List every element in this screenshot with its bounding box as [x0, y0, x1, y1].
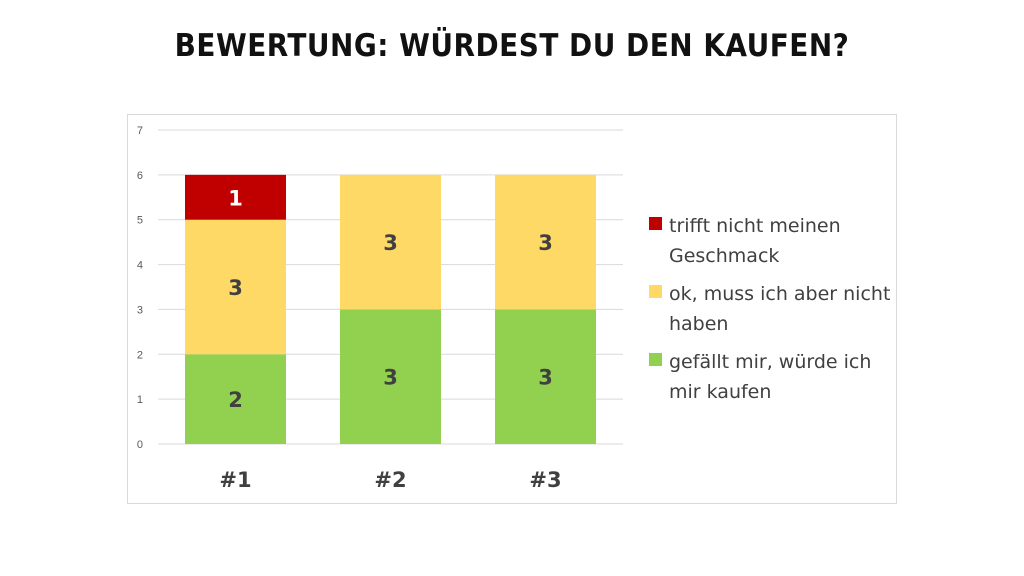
chart-area: 0 1 2 3 4 5 6 7 2 3 1 #1 3 3 #2 3 3 #3: [127, 114, 897, 504]
y-tick-label-5: 5: [137, 215, 143, 227]
data-label: 3: [538, 366, 553, 390]
bar-segment: [495, 174, 596, 310]
chart-legend: trifft nicht meinen Geschmack ok, muss i…: [649, 211, 899, 415]
bar-segment: [185, 354, 286, 444]
legend-label-red: trifft nicht meinen Geschmack: [669, 215, 841, 267]
y-tick-label-1: 1: [137, 394, 143, 406]
legend-item-red: trifft nicht meinen Geschmack: [649, 211, 899, 271]
legend-label-green: gefällt mir, würde ich mir kaufen: [669, 351, 872, 403]
chart-title: BEWERTUNG: WÜRDEST DU DEN KAUFEN?: [174, 28, 850, 64]
y-tick-label-0: 0: [137, 439, 143, 451]
bar-segment: [340, 174, 441, 310]
legend-item-green: gefällt mir, würde ich mir kaufen: [649, 347, 899, 407]
stacked-bar-chart: 0 1 2 3 4 5 6 7 2 3 1 #1 3 3 #2 3 3 #3: [137, 125, 623, 492]
legend-label-yellow: ok, muss ich aber nicht haben: [669, 283, 891, 335]
legend-swatch-red: [649, 217, 662, 230]
legend-item-yellow: ok, muss ich aber nicht haben: [649, 279, 899, 339]
data-label: 3: [383, 231, 398, 255]
legend-swatch-green: [649, 353, 662, 366]
data-label: 3: [383, 366, 398, 390]
data-label: 3: [538, 231, 553, 255]
y-tick-label-4: 4: [137, 260, 143, 272]
y-tick-label-2: 2: [137, 349, 143, 361]
bar-segment: [185, 174, 286, 220]
data-label: 1: [228, 186, 243, 210]
bar-segment: [495, 309, 596, 444]
data-label: 2: [228, 388, 243, 412]
y-tick-label-6: 6: [137, 170, 143, 182]
y-tick-label-3: 3: [137, 304, 143, 316]
y-tick-label-7: 7: [137, 125, 143, 137]
legend-swatch-yellow: [649, 285, 662, 298]
x-category-label: #1: [219, 468, 251, 492]
data-label: 3: [228, 276, 243, 300]
bar-segment: [185, 219, 286, 355]
x-category-label: #2: [374, 468, 406, 492]
bar-segment: [340, 309, 441, 444]
x-category-label: #3: [529, 468, 561, 492]
